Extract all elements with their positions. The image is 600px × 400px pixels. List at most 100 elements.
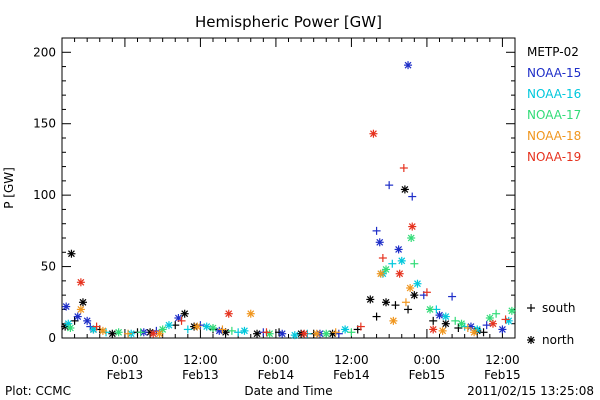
x-tick-time-label: 12:00 xyxy=(334,353,369,367)
point-metp-02-south xyxy=(372,312,381,321)
x-tick-time-label: 12:00 xyxy=(183,353,218,367)
x-tick-date-label: Feb14 xyxy=(258,368,295,382)
point-noaa-18-north xyxy=(389,316,398,325)
point-noaa-16-north xyxy=(413,279,422,288)
point-noaa-16-north xyxy=(202,322,211,331)
legend-entry-metp-02: METP-02 xyxy=(527,45,579,59)
point-noaa-15-south xyxy=(372,226,381,235)
point-noaa-17-north xyxy=(457,319,466,328)
marker-legend-south: south xyxy=(542,301,576,315)
point-noaa-19-north xyxy=(369,129,378,138)
point-noaa-18-south xyxy=(331,328,340,337)
point-metp-02-north xyxy=(180,309,189,318)
point-noaa-18-south xyxy=(218,325,227,334)
chart-title: Hemispheric Power [GW] xyxy=(195,13,382,31)
point-metp-02-south xyxy=(429,316,438,325)
point-noaa-16-south xyxy=(234,328,243,337)
point-noaa-17-north xyxy=(66,324,75,332)
point-noaa-18-north xyxy=(76,305,85,314)
point-noaa-19-north xyxy=(488,319,497,328)
north-marker-icon xyxy=(527,336,535,344)
x-tick-date-label: Feb13 xyxy=(107,368,144,382)
y-tick-label: 0 xyxy=(48,331,56,345)
y-axis-title-group: P [GW] xyxy=(2,167,16,209)
plot-timestamp: 2011/02/15 13:25:08 xyxy=(467,384,594,398)
point-noaa-18-north xyxy=(246,309,255,318)
y-tick-label: 100 xyxy=(33,188,56,202)
point-noaa-15-north xyxy=(394,245,403,254)
plot-frame xyxy=(61,37,516,339)
point-noaa-17-south xyxy=(347,328,356,337)
legend-entry-noaa-19: NOAA-19 xyxy=(527,150,581,164)
point-noaa-15-north xyxy=(404,61,413,70)
point-noaa-17-north xyxy=(407,234,416,242)
point-noaa-16-north xyxy=(290,331,299,340)
legend-entry-noaa-17: NOAA-17 xyxy=(527,108,581,122)
plot-credit: Plot: CCMC xyxy=(5,384,71,398)
point-noaa-19-north xyxy=(224,309,233,318)
point-metp-02-north xyxy=(410,291,419,300)
point-noaa-19-south xyxy=(501,315,510,324)
point-noaa-19-north xyxy=(408,222,417,231)
point-noaa-17-south xyxy=(136,328,145,337)
point-noaa-16-south xyxy=(183,325,192,334)
point-noaa-16-north xyxy=(341,325,350,334)
x-tick-date-label: Feb15 xyxy=(409,368,446,382)
point-noaa-19-north xyxy=(429,325,438,334)
point-noaa-15-south xyxy=(385,181,394,190)
point-metp-02-south xyxy=(391,301,400,310)
x-axis-title: Date and Time xyxy=(244,384,332,398)
point-metp-02-north xyxy=(400,185,409,194)
point-noaa-18-north xyxy=(312,329,321,338)
point-metp-02-north xyxy=(366,295,375,304)
point-noaa-17-north xyxy=(485,314,494,322)
point-noaa-16-north xyxy=(164,321,173,330)
point-noaa-15-north xyxy=(435,311,444,320)
point-metp-02-south xyxy=(70,316,79,325)
point-noaa-19-south xyxy=(399,164,408,172)
point-noaa-15-south xyxy=(482,321,491,330)
point-noaa-19-north xyxy=(149,329,158,338)
series-legend: METP-02 NOAA-15 NOAA-16 NOAA-17 NOAA-18 NOAA-… xyxy=(527,45,581,164)
point-noaa-15-south xyxy=(448,292,457,301)
point-noaa-18-north xyxy=(406,284,415,292)
legend-entry-noaa-18: NOAA-18 xyxy=(527,129,581,143)
marker-legend: south north xyxy=(527,301,576,347)
point-noaa-16-south xyxy=(388,259,397,268)
point-metp-02-south xyxy=(454,324,463,332)
south-marker-icon xyxy=(527,304,535,312)
point-noaa-15-south xyxy=(408,192,417,201)
point-noaa-15-north xyxy=(62,302,71,311)
point-noaa-19-north xyxy=(395,269,404,278)
point-noaa-17-south xyxy=(451,316,460,325)
data-points xyxy=(61,61,516,340)
point-metp-02-south xyxy=(404,305,413,314)
point-noaa-19-south xyxy=(92,322,101,331)
point-metp-02-north xyxy=(67,249,76,258)
point-noaa-16-north xyxy=(397,256,406,265)
point-noaa-18-north xyxy=(376,269,385,278)
x-tick-date-label: Feb13 xyxy=(182,368,219,382)
point-noaa-17-south xyxy=(492,309,501,318)
x-tick-time-label: 0:00 xyxy=(262,353,289,367)
point-noaa-19-south xyxy=(177,316,186,325)
y-tick-label: 50 xyxy=(41,260,56,274)
x-tick-date-label: Feb14 xyxy=(333,368,370,382)
point-noaa-19-south xyxy=(378,254,387,262)
point-noaa-18-south xyxy=(124,329,133,338)
y-axis-title: P [GW] xyxy=(2,167,16,209)
legend-entry-noaa-15: NOAA-15 xyxy=(527,66,581,80)
point-noaa-16-north xyxy=(240,326,249,335)
point-noaa-17-north xyxy=(322,329,331,338)
point-noaa-19-south xyxy=(356,322,365,331)
axis-ticks: 0501001502000:00Feb1312:00Feb130:00Feb14… xyxy=(33,37,521,382)
x-tick-time-label: 0:00 xyxy=(111,353,138,367)
point-noaa-18-north xyxy=(470,328,479,337)
point-noaa-18-south xyxy=(463,324,472,332)
point-noaa-18-north xyxy=(438,326,447,335)
point-noaa-18-north xyxy=(98,326,107,335)
point-noaa-17-north xyxy=(426,305,435,314)
x-tick-time-label: 0:00 xyxy=(413,353,440,367)
point-noaa-19-north xyxy=(300,329,309,338)
